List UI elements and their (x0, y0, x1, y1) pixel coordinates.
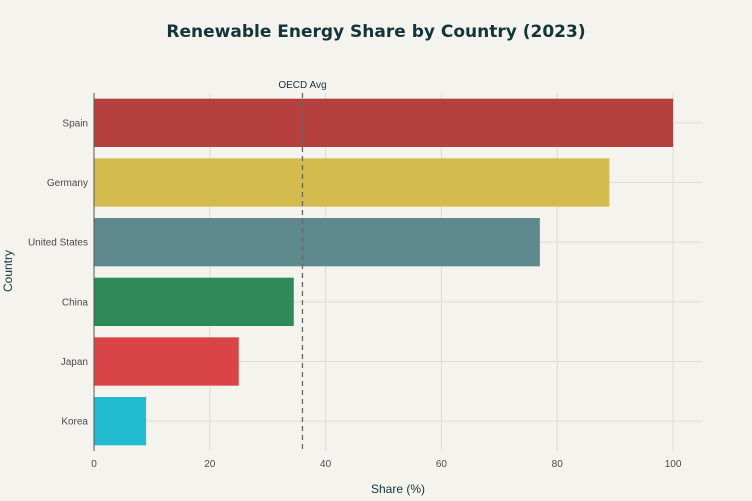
bar-germany (94, 158, 610, 207)
x-tick-label: 0 (91, 459, 97, 470)
oecd-avg-label: OECD Avg (278, 80, 326, 91)
x-tick-label: 100 (665, 459, 682, 470)
chart-title: Renewable Energy Share by Country (2023) (166, 22, 585, 42)
y-tick-label: Japan (61, 357, 88, 368)
y-tick-label: United States (28, 238, 88, 249)
bar-united-states (94, 218, 540, 267)
bar-spain (94, 98, 674, 147)
x-tick-label: 20 (204, 459, 216, 470)
x-tick-label: 60 (436, 459, 448, 470)
reference-layer: OECD Avg (278, 80, 327, 451)
y-tick-label: China (62, 297, 89, 308)
bar-japan (94, 337, 239, 386)
y-tick-label: Spain (62, 118, 88, 129)
y-axis-title: Country (1, 250, 15, 292)
x-tick-label: 80 (552, 459, 564, 470)
y-tick-label: Korea (61, 417, 88, 428)
bar-korea (94, 397, 147, 446)
x-tick-label: 40 (320, 459, 332, 470)
bars-layer (94, 98, 674, 446)
axis-layer: Spain Germany United States China Japan Korea… (28, 93, 682, 470)
y-tick-label: Germany (47, 178, 88, 189)
bar-china (94, 277, 294, 326)
x-axis-title: Share (%) (371, 482, 425, 496)
